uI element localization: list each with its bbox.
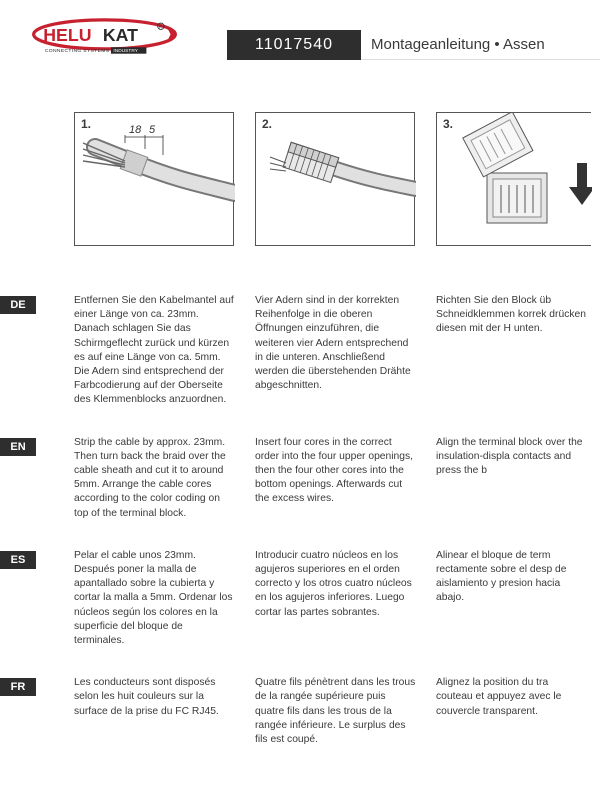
brand-tagline: CONNECTING SYSTEMS [45, 48, 110, 54]
figure-3-drawing [437, 113, 592, 247]
lang-badge-fr: FR [0, 678, 36, 696]
fr-col-1: Les conducteurs sont disposés selon les … [74, 676, 235, 747]
figure-row: 1. 18 5 2. [74, 112, 600, 246]
es-col-1: Pelar el cable unos 23mm. Después poner … [74, 549, 235, 648]
brand-logo: HELU KAT R CONNECTING SYSTEMS INDUSTRY [32, 18, 177, 62]
lang-badge-es: ES [0, 551, 36, 569]
figure-1: 1. 18 5 [74, 112, 234, 246]
figure-1-drawing: 18 5 [75, 113, 235, 247]
figure-1-dim-a: 18 [129, 124, 142, 136]
en-col-3: Align the terminal block over the insula… [436, 436, 586, 521]
figure-1-number: 1. [81, 117, 91, 131]
header-right: 11017540 Montageanleitung • Assen [227, 18, 600, 60]
figure-3-number: 3. [443, 117, 453, 131]
header: HELU KAT R CONNECTING SYSTEMS INDUSTRY 1… [0, 0, 600, 62]
de-col-3: Richten Sie den Block üb Schneidklemmen … [436, 294, 586, 408]
de-col-1: Entfernen Sie den Kabelmantel auf einer … [74, 294, 235, 408]
lang-row-es: ES Pelar el cable unos 23mm. Después pon… [0, 549, 600, 648]
figure-3: 3. [436, 112, 591, 246]
svg-text:HELU: HELU [43, 25, 91, 45]
lang-row-en: EN Strip the cable by approx. 23mm. Then… [0, 436, 600, 521]
figure-2-drawing [256, 113, 416, 247]
svg-text:KAT: KAT [103, 25, 138, 45]
en-col-1: Strip the cable by approx. 23mm. Then tu… [74, 436, 235, 521]
fr-col-3: Alignez la position du tra couteau et ap… [436, 676, 586, 747]
lang-row-de: DE Entfernen Sie den Kabelmantel auf ein… [0, 294, 600, 408]
es-col-2: Introducir cuatro núcleos en los agujero… [255, 549, 416, 648]
part-number-bar: 11017540 [227, 30, 361, 60]
figure-1-dim-b: 5 [149, 124, 156, 136]
lang-badge-de: DE [0, 296, 36, 314]
lang-cols-de: Entfernen Sie den Kabelmantel auf einer … [74, 294, 600, 408]
es-col-3: Alinear el bloque de term rectamente sob… [436, 549, 586, 648]
lang-cols-en: Strip the cable by approx. 23mm. Then tu… [74, 436, 600, 521]
instructions: DE Entfernen Sie den Kabelmantel auf ein… [0, 294, 600, 747]
fr-col-2: Quatre fils pénètrent dans les trous de … [255, 676, 416, 747]
lang-row-fr: FR Les conducteurs sont disposés selon l… [0, 676, 600, 747]
figure-2-number: 2. [262, 117, 272, 131]
doc-title: Montageanleitung • Assen [361, 20, 600, 60]
doc-title-text: Montageanleitung • Assen [371, 36, 545, 53]
en-col-2: Insert four cores in the correct order i… [255, 436, 416, 521]
figure-2: 2. [255, 112, 415, 246]
lang-cols-es: Pelar el cable unos 23mm. Después poner … [74, 549, 600, 648]
lang-badge-en: EN [0, 438, 36, 456]
de-col-2: Vier Adern sind in der korrekten Reihenf… [255, 294, 416, 408]
lang-cols-fr: Les conducteurs sont disposés selon les … [74, 676, 600, 747]
svg-text:INDUSTRY: INDUSTRY [113, 48, 138, 54]
part-number: 11017540 [255, 36, 333, 53]
svg-text:R: R [159, 25, 162, 30]
